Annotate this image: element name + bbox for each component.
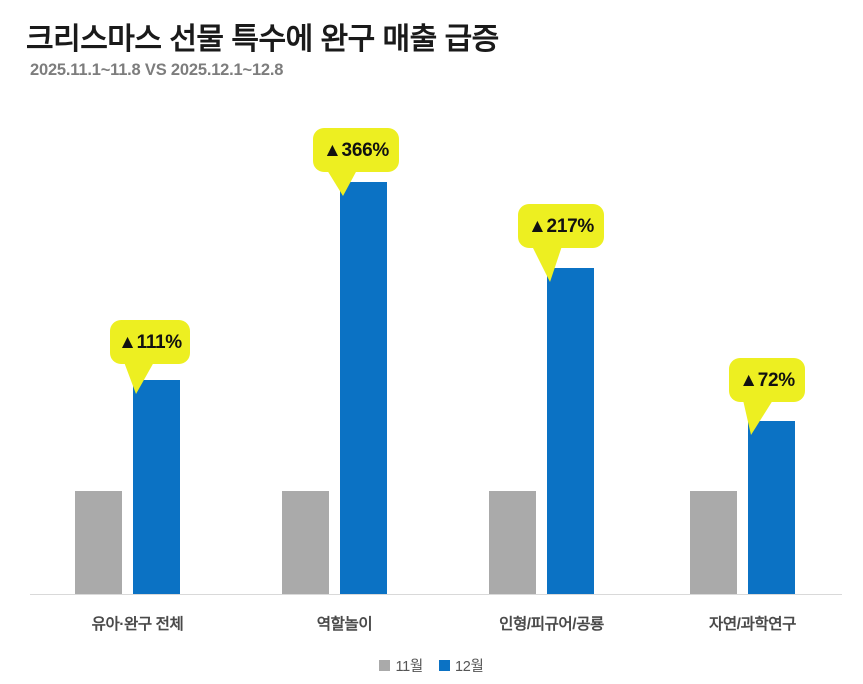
bar-prev-month[interactable] [690, 491, 737, 594]
growth-callout-label: ▲111% [118, 331, 182, 353]
page-title: 크리스마스 선물 특수에 완구 매출 급증 [26, 23, 499, 56]
bar-group [237, 0, 452, 684]
bar-current-month[interactable] [133, 380, 180, 594]
x-axis-label: 역할놀이 [316, 616, 373, 633]
x-axis-line [30, 594, 842, 595]
bar-group [444, 0, 659, 684]
legend-item[interactable]: 12월 [438, 655, 484, 676]
legend-item[interactable]: 11월 [379, 655, 423, 676]
growth-callout: ▲72% [729, 358, 805, 402]
legend-swatch-icon [379, 660, 391, 671]
bar-prev-month[interactable] [282, 491, 329, 594]
legend-swatch-icon [438, 660, 450, 671]
growth-callout-label: ▲366% [323, 139, 389, 161]
bar-prev-month[interactable] [75, 491, 122, 594]
bar-current-month[interactable] [748, 421, 795, 594]
x-axis-label: 인형/피규어/공룡 [499, 616, 604, 633]
growth-callout-label: ▲217% [528, 215, 594, 237]
growth-callout: ▲217% [518, 204, 604, 248]
growth-callout: ▲366% [313, 128, 399, 172]
growth-callout-label: ▲72% [739, 369, 795, 391]
bar-group [645, 0, 860, 684]
x-axis-label: 자연/과학연구 [708, 616, 797, 633]
legend-label: 12월 [454, 659, 484, 675]
chart-subtitle: 2025.11.1~11.8 VS 2025.12.1~12.8 [30, 61, 284, 79]
bar-current-month[interactable] [547, 268, 594, 594]
bar-prev-month[interactable] [489, 491, 536, 594]
x-axis-label: 유아·완구 전체 [91, 616, 184, 633]
bar-current-month[interactable] [340, 182, 387, 594]
legend-label: 11월 [395, 659, 423, 675]
chart-legend: 11월 12월 [0, 655, 863, 676]
bar-group [30, 0, 245, 684]
growth-callout: ▲111% [110, 320, 190, 364]
